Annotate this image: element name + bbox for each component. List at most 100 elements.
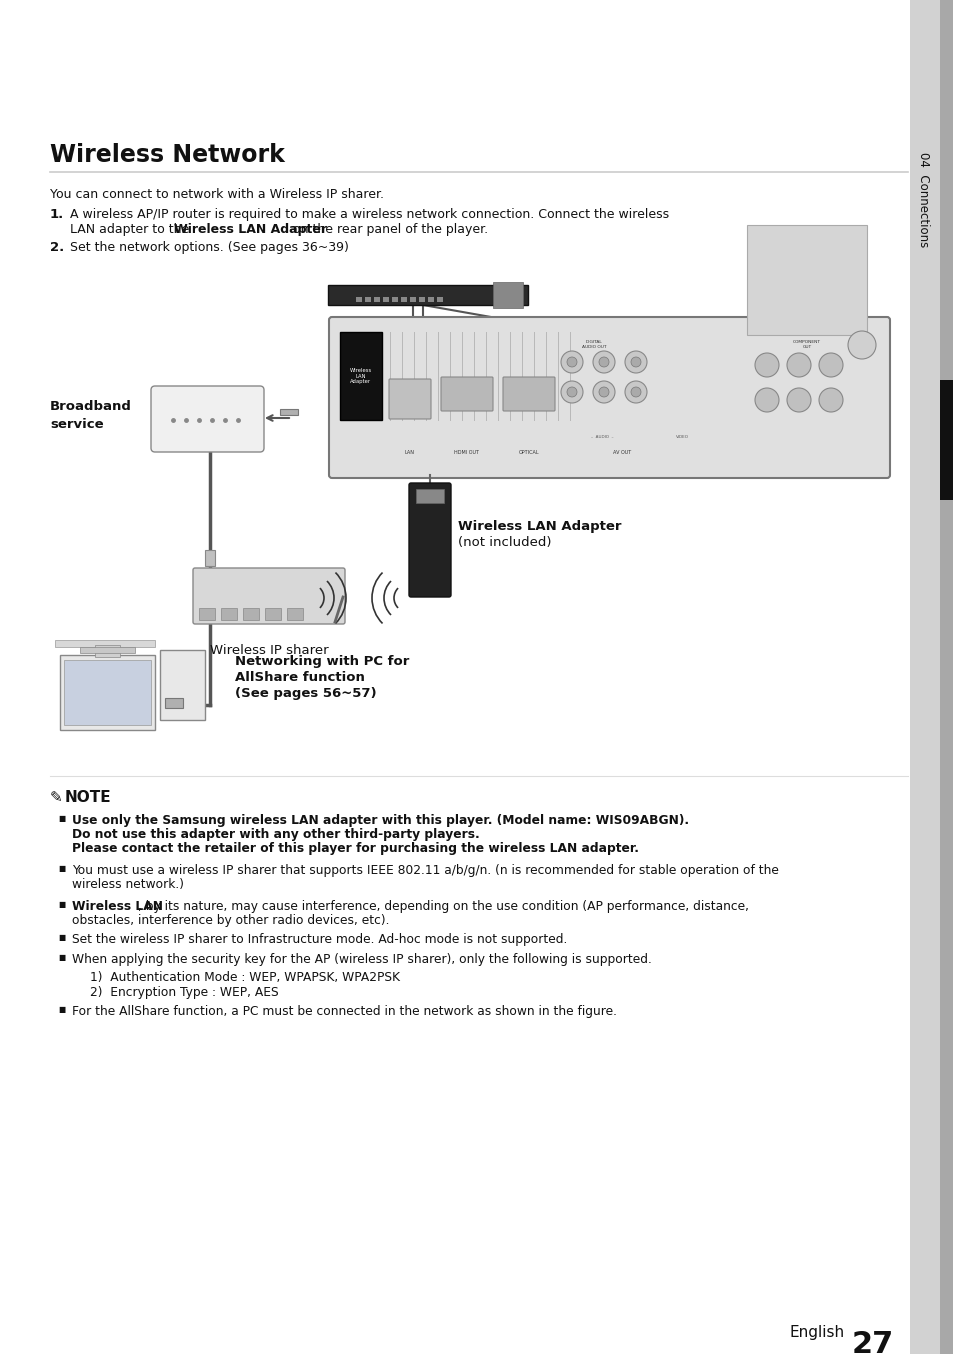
Text: 2)  Encryption Type : WEP, AES: 2) Encryption Type : WEP, AES xyxy=(90,986,278,999)
Text: 2.: 2. xyxy=(50,241,64,255)
Text: 27: 27 xyxy=(851,1330,893,1354)
Text: Wireless LAN: Wireless LAN xyxy=(71,900,163,913)
FancyBboxPatch shape xyxy=(329,317,889,478)
Bar xyxy=(428,297,434,302)
Circle shape xyxy=(593,351,615,372)
Text: Networking with PC for: Networking with PC for xyxy=(234,655,409,668)
Circle shape xyxy=(598,387,608,397)
Bar xyxy=(60,655,154,730)
Text: –  AUDIO  –: – AUDIO – xyxy=(590,435,613,439)
Bar xyxy=(416,489,443,502)
Circle shape xyxy=(598,357,608,367)
FancyBboxPatch shape xyxy=(440,376,493,412)
Text: Broadband
service: Broadband service xyxy=(50,399,132,431)
Text: AV OUT: AV OUT xyxy=(612,450,631,455)
Text: ■: ■ xyxy=(58,1005,65,1014)
Text: English: English xyxy=(789,1326,844,1340)
Text: ■: ■ xyxy=(58,814,65,823)
Bar xyxy=(392,297,397,302)
Bar xyxy=(365,297,371,302)
Bar xyxy=(160,650,205,720)
Text: Wireless Network: Wireless Network xyxy=(50,144,285,167)
Circle shape xyxy=(818,389,842,412)
Bar xyxy=(418,297,424,302)
Circle shape xyxy=(624,380,646,403)
Text: LAN: LAN xyxy=(405,450,415,455)
Bar xyxy=(939,0,953,1354)
Text: (not included): (not included) xyxy=(457,536,551,548)
Circle shape xyxy=(630,387,640,397)
Bar xyxy=(400,297,407,302)
Bar xyxy=(355,297,361,302)
Bar xyxy=(939,380,953,500)
Text: DIGITAL
AUDIO OUT: DIGITAL AUDIO OUT xyxy=(581,340,605,348)
FancyBboxPatch shape xyxy=(502,376,555,412)
Text: A wireless AP/IP router is required to make a wireless network connection. Conne: A wireless AP/IP router is required to m… xyxy=(70,209,668,221)
Circle shape xyxy=(786,389,810,412)
Bar xyxy=(909,0,939,1354)
Bar xyxy=(221,608,236,620)
Bar xyxy=(95,645,120,657)
Text: 04  Connections: 04 Connections xyxy=(917,153,929,248)
Bar xyxy=(280,409,297,414)
Circle shape xyxy=(847,330,875,359)
FancyBboxPatch shape xyxy=(409,483,451,597)
Text: , by its nature, may cause interference, depending on the use condition (AP perf: , by its nature, may cause interference,… xyxy=(138,900,748,913)
Text: NOTE: NOTE xyxy=(65,789,112,806)
Circle shape xyxy=(754,353,779,376)
Bar xyxy=(436,297,442,302)
Text: (See pages 56~57): (See pages 56~57) xyxy=(234,686,376,700)
Text: Wireless IP sharer: Wireless IP sharer xyxy=(210,645,328,657)
FancyBboxPatch shape xyxy=(193,567,345,624)
Text: obstacles, interference by other radio devices, etc).: obstacles, interference by other radio d… xyxy=(71,914,389,927)
Bar xyxy=(339,332,381,420)
Text: ■: ■ xyxy=(58,864,65,873)
Text: 1.: 1. xyxy=(50,209,64,221)
Text: You must use a wireless IP sharer that supports IEEE 802.11 a/b/g/n. (n is recom: You must use a wireless IP sharer that s… xyxy=(71,864,778,877)
Bar xyxy=(374,297,379,302)
Text: For the AllShare function, a PC must be connected in the network as shown in the: For the AllShare function, a PC must be … xyxy=(71,1005,617,1018)
Circle shape xyxy=(566,387,577,397)
Bar xyxy=(64,659,151,724)
Circle shape xyxy=(754,389,779,412)
Text: Wireless
LAN
Adapter: Wireless LAN Adapter xyxy=(350,368,372,385)
Circle shape xyxy=(560,351,582,372)
Bar xyxy=(55,640,154,647)
Text: ■: ■ xyxy=(58,933,65,942)
Text: on the rear panel of the player.: on the rear panel of the player. xyxy=(289,223,488,236)
Text: VIDEO: VIDEO xyxy=(675,435,688,439)
Bar xyxy=(165,699,183,708)
Text: AllShare function: AllShare function xyxy=(234,672,364,684)
Text: ■: ■ xyxy=(58,900,65,909)
Circle shape xyxy=(786,353,810,376)
Circle shape xyxy=(566,357,577,367)
Bar xyxy=(746,225,866,334)
FancyBboxPatch shape xyxy=(151,386,264,452)
Text: Set the wireless IP sharer to Infrastructure mode. Ad-hoc mode is not supported.: Set the wireless IP sharer to Infrastruc… xyxy=(71,933,567,946)
Text: OPTICAL: OPTICAL xyxy=(518,450,538,455)
Bar xyxy=(205,550,214,566)
Circle shape xyxy=(560,380,582,403)
Bar xyxy=(199,608,214,620)
Circle shape xyxy=(630,357,640,367)
FancyBboxPatch shape xyxy=(389,379,431,418)
Circle shape xyxy=(624,351,646,372)
Text: Set the network options. (See pages 36~39): Set the network options. (See pages 36~3… xyxy=(70,241,349,255)
Bar xyxy=(265,608,281,620)
Circle shape xyxy=(593,380,615,403)
Text: Please contact the retailer of this player for purchasing the wireless LAN adapt: Please contact the retailer of this play… xyxy=(71,842,639,854)
Text: HDMI OUT: HDMI OUT xyxy=(454,450,479,455)
Text: When applying the security key for the AP (wireless IP sharer), only the followi: When applying the security key for the A… xyxy=(71,953,651,965)
Circle shape xyxy=(818,353,842,376)
Text: Do not use this adapter with any other third-party players.: Do not use this adapter with any other t… xyxy=(71,829,479,841)
Bar xyxy=(287,608,303,620)
Bar xyxy=(493,282,522,307)
Text: ✎: ✎ xyxy=(50,789,63,806)
Text: Wireless LAN Adapter: Wireless LAN Adapter xyxy=(457,520,620,533)
Bar xyxy=(243,608,258,620)
Bar xyxy=(80,647,135,653)
Text: COMPONENT
OUT: COMPONENT OUT xyxy=(792,340,821,348)
Text: ■: ■ xyxy=(58,953,65,961)
Bar xyxy=(410,297,416,302)
Text: Wireless LAN Adapter: Wireless LAN Adapter xyxy=(173,223,327,236)
